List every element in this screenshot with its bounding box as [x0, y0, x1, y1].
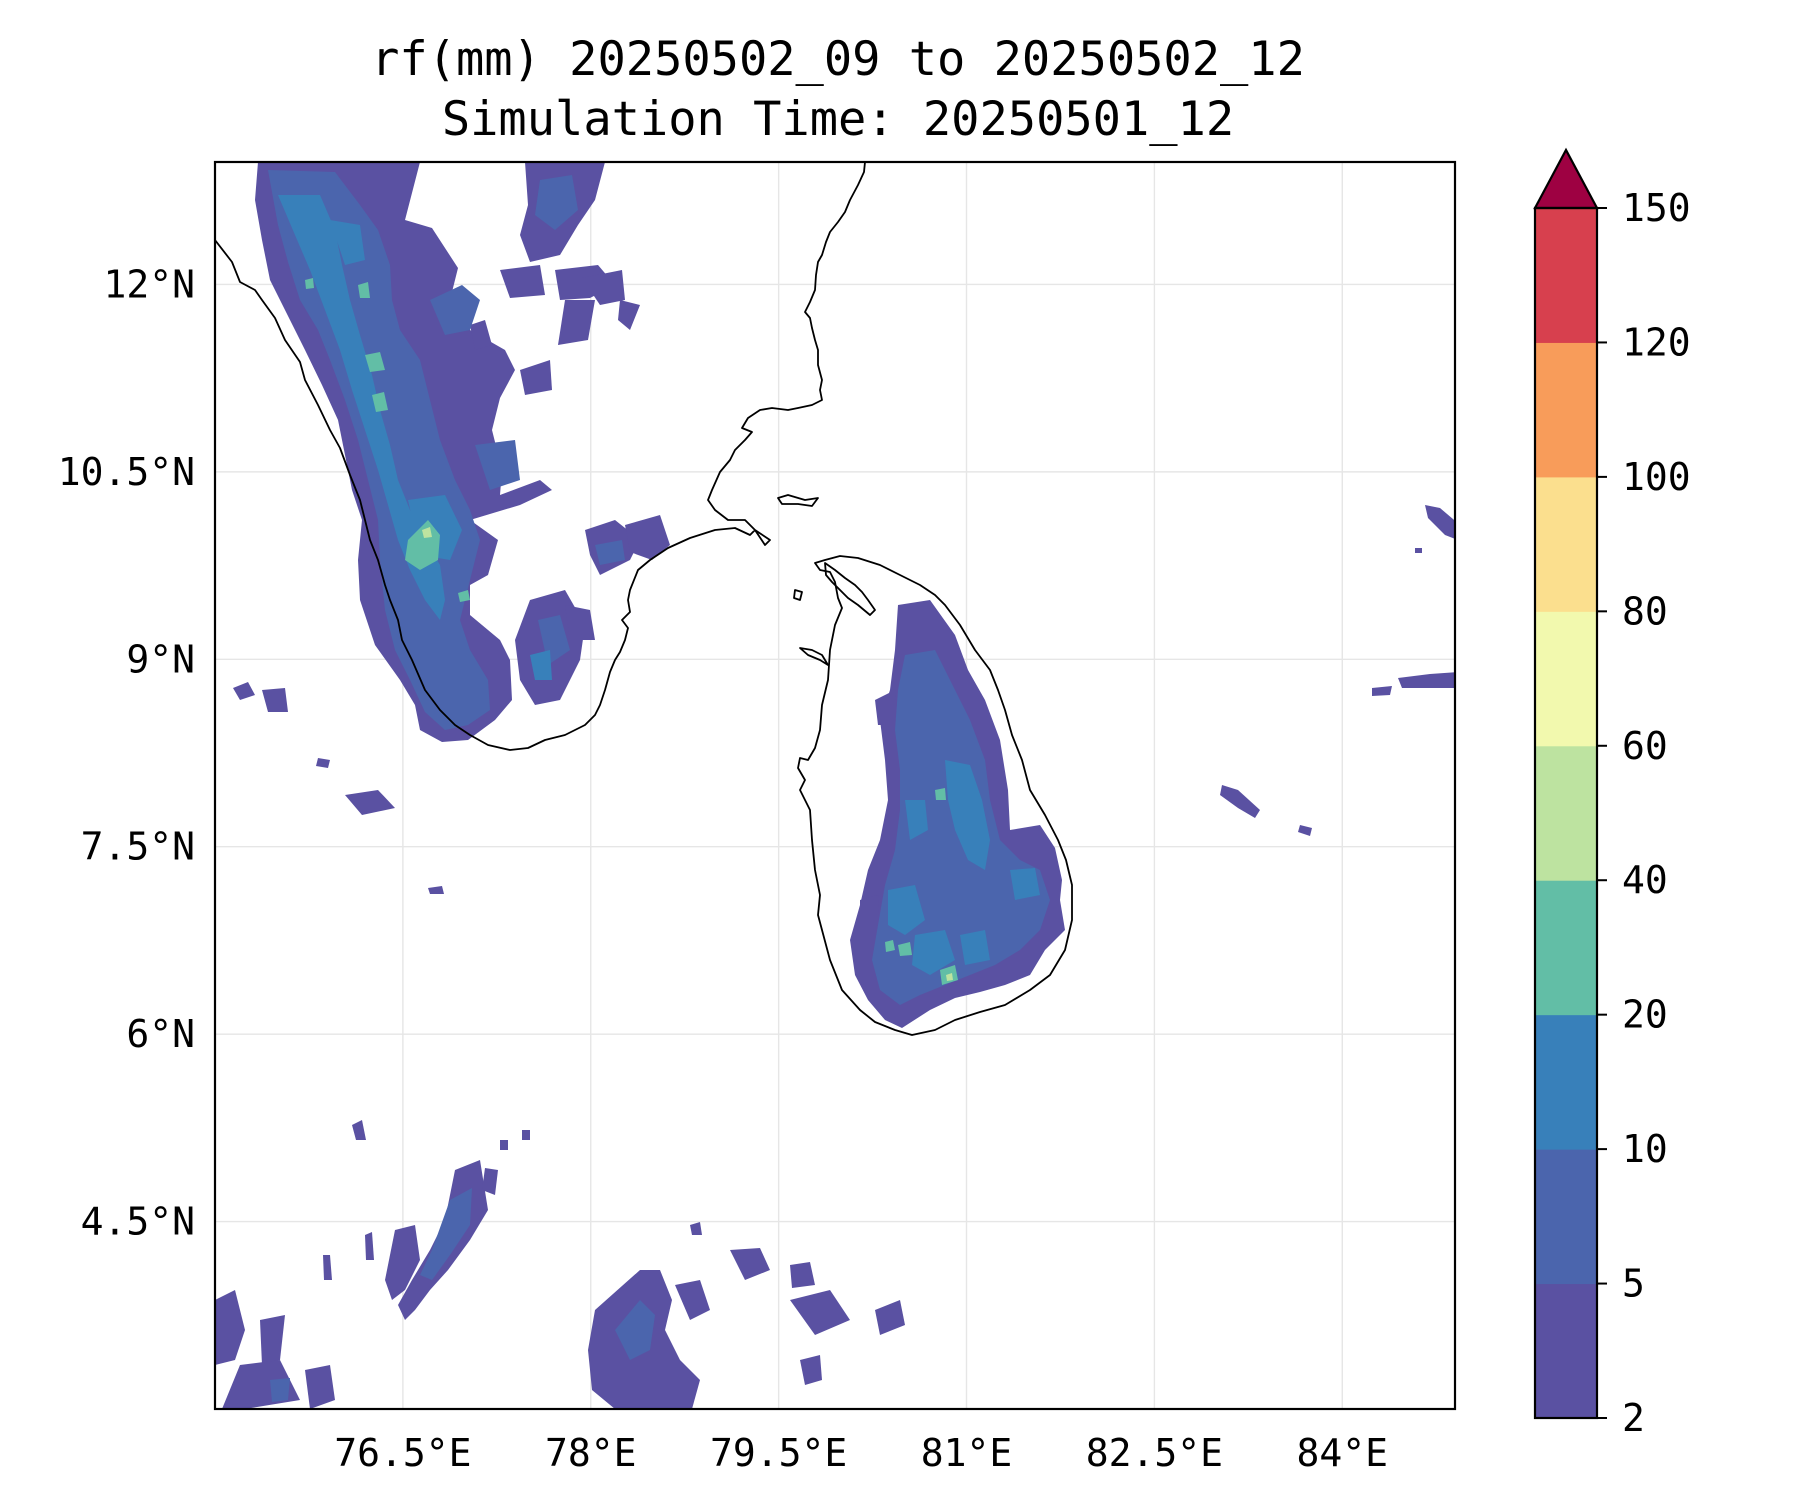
colorbar-tick-label: 120: [1622, 320, 1691, 364]
rainfall-contours: [215, 162, 1455, 1409]
lat-tick-label: 9°N: [126, 637, 195, 681]
colorbar-frame: [1533, 206, 1599, 1420]
lon-tick-label: 76.5°E: [334, 1431, 471, 1475]
colorbar-extend-arrow: [1533, 147, 1599, 210]
lat-tick-label: 6°N: [126, 1012, 195, 1056]
lat-tick-label: 4.5°N: [81, 1200, 195, 1244]
lon-tick-label: 82.5°E: [1086, 1431, 1223, 1475]
lon-tick-label: 84°E: [1297, 1431, 1389, 1475]
colorbar-tick-label: 60: [1622, 724, 1668, 768]
colorbar-segment: [1535, 476, 1597, 612]
latitude-tick-labels: 12°N 10.5°N 9°N 7.5°N 6°N 4.5°N: [58, 262, 195, 1243]
plot-title-line1: rf(mm) 20250502_09 to 20250502_12: [371, 32, 1305, 87]
colorbar-tick-label: 100: [1622, 455, 1691, 499]
rain-20-40mm: [305, 278, 958, 985]
colorbar-tick-label: 40: [1622, 858, 1668, 902]
colorbar-tick-label: 10: [1622, 1127, 1668, 1171]
colorbar-segment: [1535, 745, 1597, 881]
srilanka-coastline: [797, 555, 1073, 1036]
colorbar: 2 5 10 20 40 60 80 100 120 150: [1533, 147, 1691, 1440]
plot-title-line2: Simulation Time: 20250501_12: [442, 92, 1234, 147]
lat-tick-label: 12°N: [103, 262, 195, 306]
longitude-tick-labels: 76.5°E 78°E 79.5°E 81°E 82.5°E 84°E: [334, 1431, 1388, 1475]
coastlines: [215, 162, 1073, 1036]
lon-tick-label: 81°E: [921, 1431, 1013, 1475]
colorbar-tick-label: 80: [1622, 589, 1668, 633]
colorbar-segments: [1535, 208, 1597, 1419]
colorbar-tick-label: 20: [1622, 993, 1668, 1037]
rain-40-60mm: [422, 527, 953, 981]
colorbar-tick-label: 150: [1622, 186, 1691, 230]
india-lagoon: [777, 494, 819, 507]
lat-tick-label: 7.5°N: [81, 825, 195, 869]
india-islet: [793, 589, 803, 601]
lat-tick-label: 10.5°N: [58, 450, 195, 494]
colorbar-segment: [1535, 880, 1597, 1016]
colorbar-tick-labels: 2 5 10 20 40 60 80 100 120 150: [1597, 186, 1691, 1440]
colorbar-segment: [1535, 1283, 1597, 1419]
colorbar-segment: [1535, 611, 1597, 747]
map-frame: [213, 160, 1457, 1411]
lon-tick-label: 79.5°E: [710, 1431, 847, 1475]
map-panel: 76.5°E 78°E 79.5°E 81°E 82.5°E 84°E 12°N 10.5°…: [58, 160, 1457, 1475]
india-coastline: [215, 162, 866, 751]
colorbar-tick-label: 2: [1622, 1396, 1645, 1440]
colorbar-tick-label: 5: [1622, 1262, 1645, 1306]
colorbar-segment: [1535, 208, 1597, 343]
colorbar-segment: [1535, 342, 1597, 478]
srilanka-jaffna: [824, 562, 876, 616]
colorbar-segment: [1535, 1014, 1597, 1150]
lon-tick-label: 78°E: [545, 1431, 637, 1475]
srilanka-islet: [799, 647, 829, 666]
colorbar-segment: [1535, 1149, 1597, 1285]
